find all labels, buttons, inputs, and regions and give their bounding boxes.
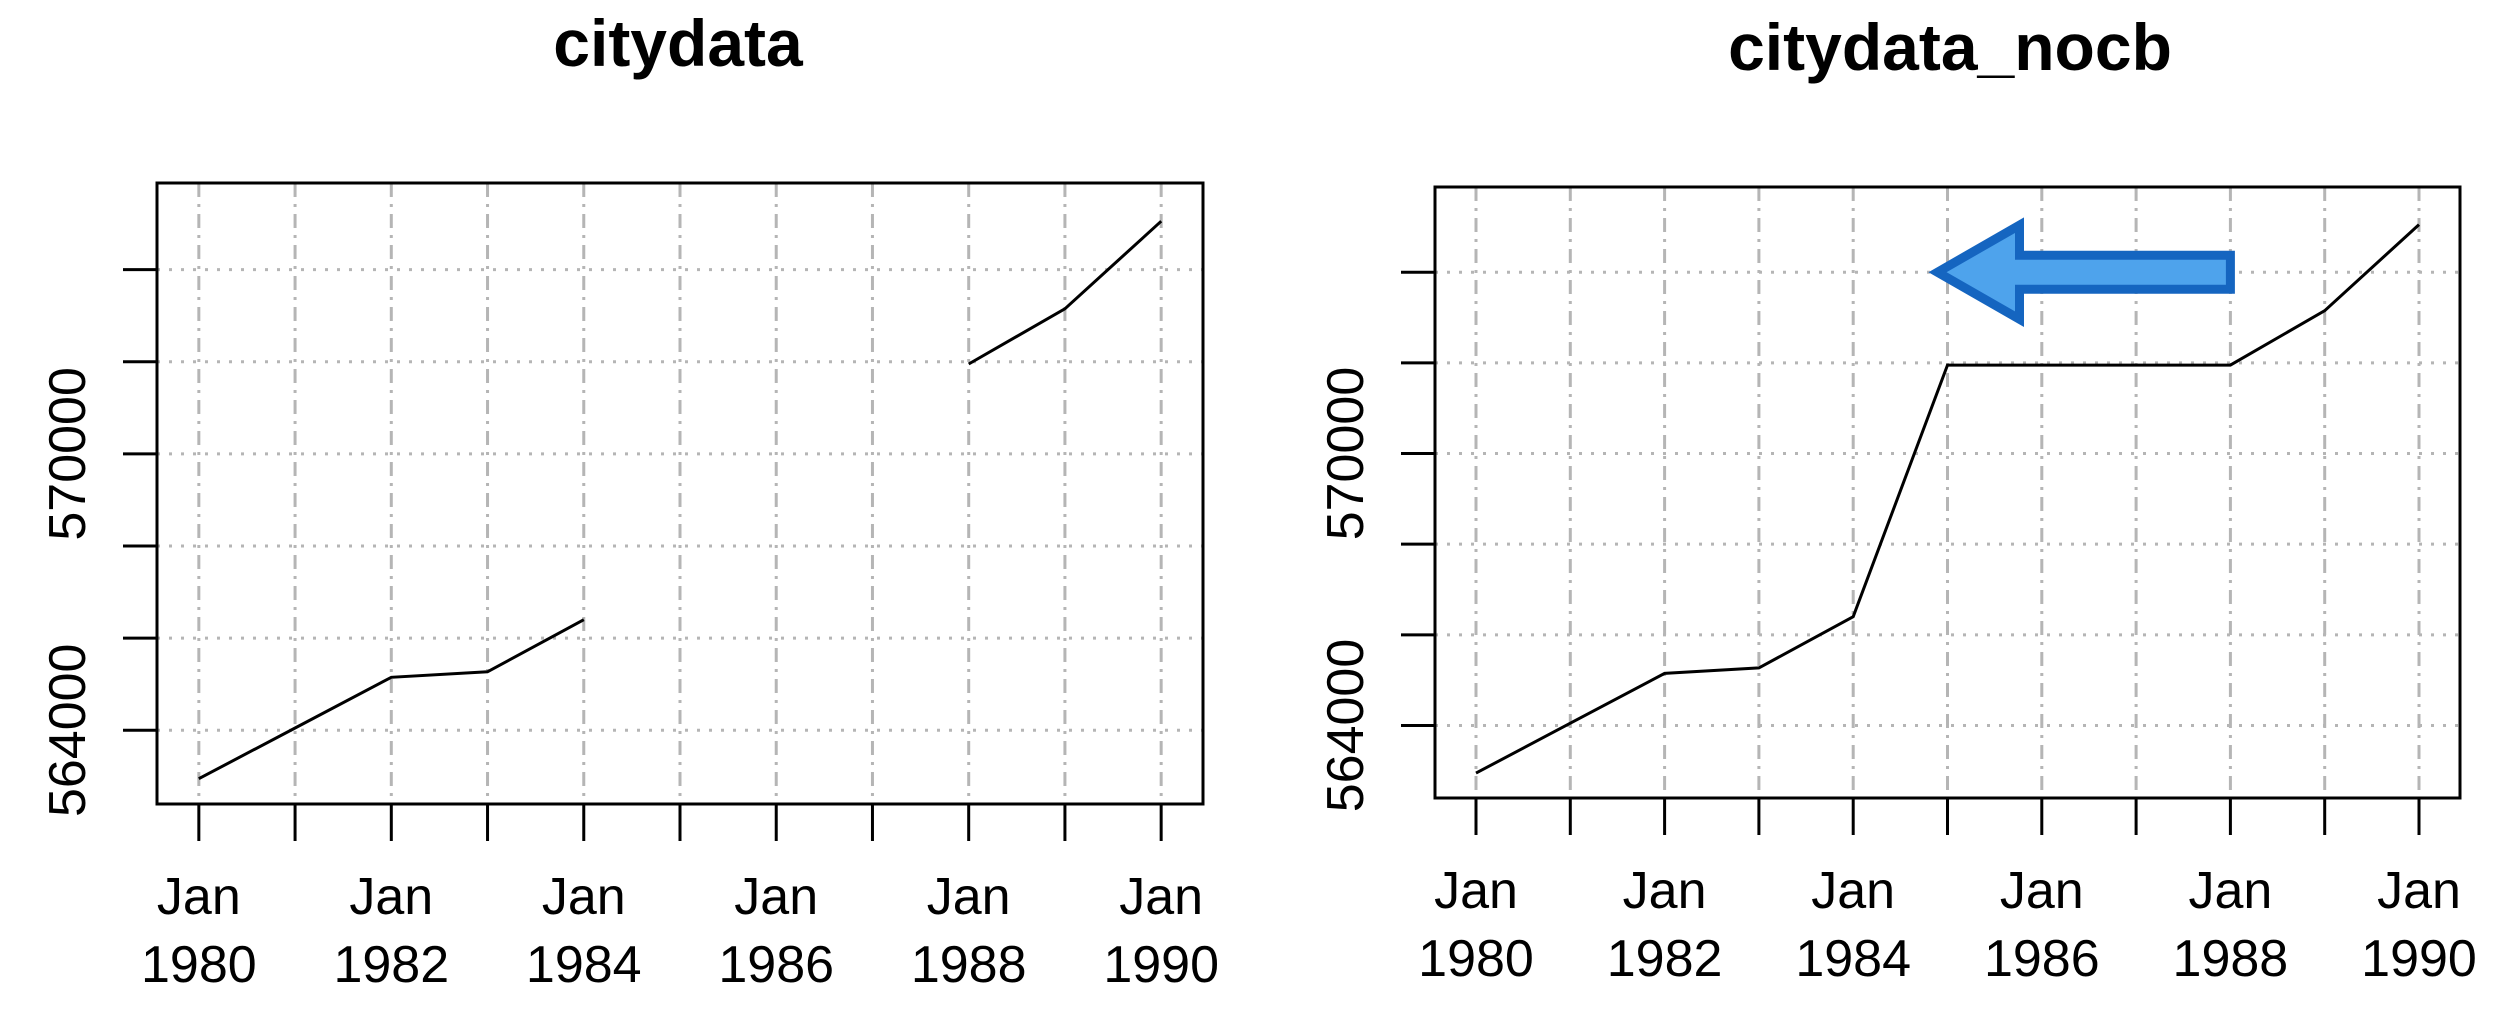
x-tick-label-year: 1990 xyxy=(2361,930,2477,988)
x-tick-label: Jan 1986 xyxy=(718,868,834,994)
x-tick-label-year: 1986 xyxy=(1984,930,2100,988)
x-tick-label-month: Jan xyxy=(734,868,818,926)
x-tick-label: Jan 1984 xyxy=(526,868,642,994)
x-tick-label-month: Jan xyxy=(1119,868,1203,926)
x-tick-label-year: 1982 xyxy=(1607,930,1723,988)
x-tick-label-month: Jan xyxy=(2377,862,2461,920)
x-tick-label-month: Jan xyxy=(1623,862,1707,920)
chart-citydata: citydata 564000 570000 Jan 1980 Jan 1982 Jan 19… xyxy=(39,6,1219,994)
chart-panel-citydata-nocb: citydata_nocb 564000 570000 Jan 1980 Jan 1982… xyxy=(1257,0,2514,1018)
x-tick-label-month: Jan xyxy=(542,868,626,926)
chart-title: citydata xyxy=(553,6,804,80)
x-tick-label-year: 1982 xyxy=(333,936,449,994)
series-line xyxy=(967,220,1163,366)
x-tick-label-month: Jan xyxy=(2188,862,2272,920)
x-tick-label: Jan 1988 xyxy=(911,868,1027,994)
x-tick-label: Jan 1982 xyxy=(333,868,449,994)
arrow-annotation xyxy=(1928,217,2235,327)
chart-panel-citydata: citydata 564000 570000 Jan 1980 Jan 1982 Jan 19… xyxy=(39,6,1219,994)
chart-title: citydata_nocb xyxy=(1728,10,2172,84)
x-tick-label-month: Jan xyxy=(157,868,241,926)
x-tick-label: Jan 1988 xyxy=(2173,862,2289,988)
x-tick-label-year: 1980 xyxy=(1418,930,1534,988)
x-tick-label: Jan 1986 xyxy=(1984,862,2100,988)
x-tick-label: Jan 1980 xyxy=(1418,862,1534,988)
x-tick-label-year: 1986 xyxy=(718,936,834,994)
x-tick-label: Jan 1990 xyxy=(1103,868,1219,994)
x-tick-label-month: Jan xyxy=(349,868,433,926)
x-tick-label-year: 1984 xyxy=(526,936,642,994)
x-tick-label-month: Jan xyxy=(927,868,1011,926)
x-tick-label-year: 1988 xyxy=(2173,930,2289,988)
series-line xyxy=(1475,223,2421,775)
y-tick-label: 570000 xyxy=(1317,367,1375,541)
x-tick-label-year: 1988 xyxy=(911,936,1027,994)
y-tick-label: 570000 xyxy=(39,367,97,541)
x-tick-label-year: 1984 xyxy=(1795,930,1911,988)
x-tick-label: Jan 1984 xyxy=(1795,862,1911,988)
y-tick-label: 564000 xyxy=(1317,639,1375,813)
x-tick-label: Jan 1982 xyxy=(1607,862,1723,988)
x-tick-label-month: Jan xyxy=(1434,862,1518,920)
x-tick-label: Jan 1980 xyxy=(141,868,257,994)
x-tick-label: Jan 1990 xyxy=(2361,862,2477,988)
x-tick-label-year: 1980 xyxy=(141,936,257,994)
chart-citydata-nocb: citydata_nocb 564000 570000 Jan 1980 Jan 1982… xyxy=(1317,10,2477,988)
y-tick-label: 564000 xyxy=(39,644,97,818)
series-line xyxy=(198,618,585,781)
x-tick-label-month: Jan xyxy=(1811,862,1895,920)
x-tick-label-year: 1990 xyxy=(1103,936,1219,994)
x-tick-label-month: Jan xyxy=(2000,862,2084,920)
